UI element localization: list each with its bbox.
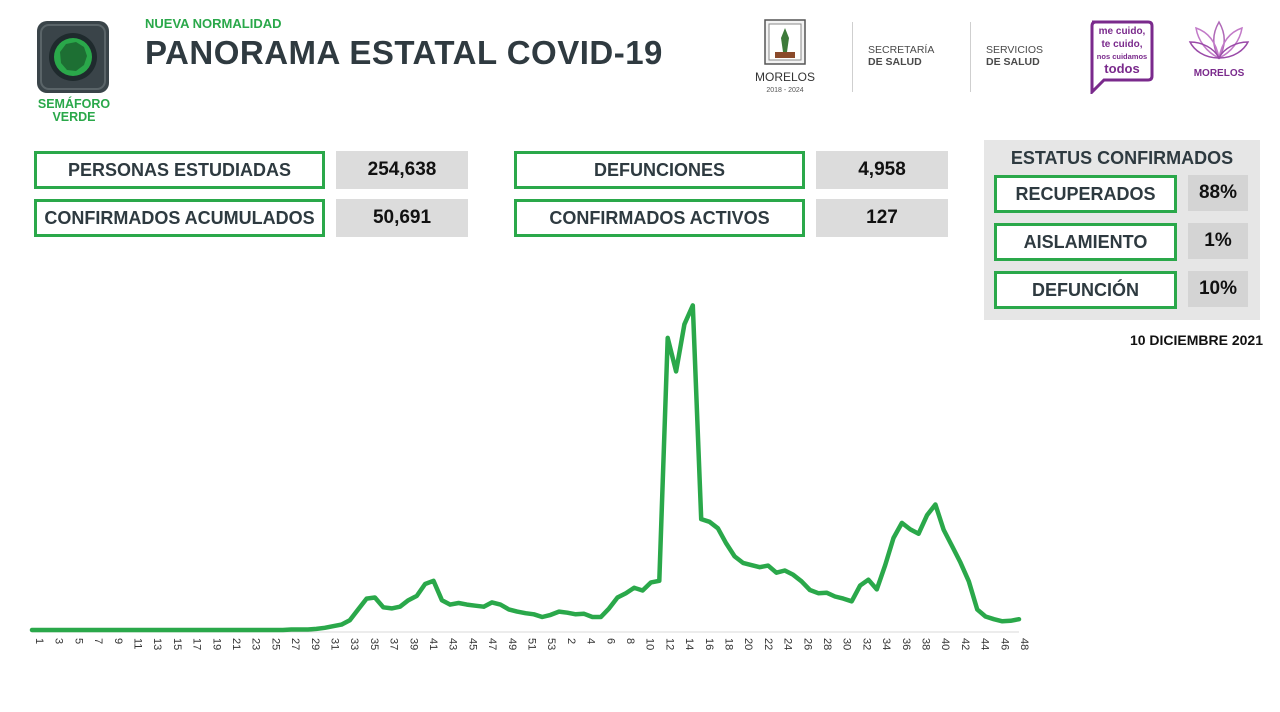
personas-estudiadas-label: PERSONAS ESTUDIADAS	[34, 151, 325, 189]
personas-estudiadas-value: 254,638	[336, 151, 468, 189]
x-tick-label: 7	[92, 638, 104, 644]
x-tick-label: 47	[486, 638, 498, 650]
x-tick-label: 16	[703, 638, 715, 650]
x-tick-label: 40	[939, 638, 951, 650]
x-tick-label: 1	[33, 638, 45, 644]
servicios-logo: SERVICIOS DE SALUD	[986, 44, 1043, 68]
x-tick-label: 23	[250, 638, 262, 650]
servicios-line2: DE SALUD	[986, 56, 1040, 68]
x-tick-label: 3	[53, 638, 65, 644]
x-tick-label: 35	[368, 638, 380, 650]
aislamiento-value: 1%	[1188, 223, 1248, 259]
lotus-icon	[1188, 20, 1250, 60]
aislamiento-label: AISLAMIENTO	[994, 223, 1177, 261]
defunciones-value: 4,958	[816, 151, 948, 189]
x-tick-label: 8	[624, 638, 636, 644]
x-tick-label: 26	[801, 638, 813, 650]
recuperados-value: 88%	[1188, 175, 1248, 211]
logo-divider	[852, 22, 853, 92]
defuncion-value: 10%	[1188, 271, 1248, 307]
x-tick-label: 13	[151, 638, 163, 650]
confirmados-activos-value: 127	[816, 199, 948, 237]
semaforo-label-line1: SEMÁFORO	[37, 97, 111, 111]
secretaria-line2: DE SALUD	[868, 56, 922, 68]
x-tick-label: 49	[506, 638, 518, 650]
x-tick-label: 11	[132, 638, 144, 649]
campaign-line2: te cuido,	[1101, 39, 1143, 50]
x-tick-label: 34	[880, 638, 892, 650]
x-tick-label: 5	[72, 638, 84, 644]
x-tick-label: 41	[427, 638, 439, 650]
x-tick-label: 30	[841, 638, 853, 650]
semaforo-label-line2: VERDE	[52, 110, 96, 124]
x-tick-label: 19	[210, 638, 222, 650]
page-subtitle: NUEVA NORMALIDAD	[145, 16, 282, 31]
x-tick-label: 14	[683, 638, 695, 650]
x-tick-label: 33	[348, 638, 360, 650]
cases-line-chart: 1 3 5 7 9 11 13 15 17 19 21 23 25 27 29 31 33 35 37 39 41 43 4…	[29, 303, 1030, 650]
confirmados-activos-label: CONFIRMADOS ACTIVOS	[514, 199, 805, 237]
morelos-logo: MORELOS 2018 - 2024	[750, 18, 820, 98]
x-tick-label: 29	[309, 638, 321, 650]
x-tick-label: 6	[604, 638, 616, 644]
x-tick-label: 46	[998, 638, 1010, 650]
x-tick-label: 48	[1018, 638, 1030, 650]
x-tick-label: 27	[289, 638, 301, 650]
x-tick-label: 24	[782, 638, 794, 650]
x-tick-label: 53	[545, 638, 557, 650]
confirmados-acumulados-value: 50,691	[336, 199, 468, 237]
page-title: PANORAMA ESTATAL COVID-19	[145, 34, 663, 71]
x-tick-label: 32	[860, 638, 872, 650]
x-tick-label: 44	[979, 638, 991, 650]
x-tick-label: 12	[663, 638, 675, 650]
x-tick-label: 43	[447, 638, 459, 650]
x-tick-label: 51	[526, 638, 538, 650]
secretaria-line1: SECRETARÍA	[868, 44, 935, 56]
x-tick-label: 18	[723, 638, 735, 650]
morelos-name: MORELOS	[754, 70, 815, 84]
x-tick-label: 21	[230, 638, 242, 650]
x-tick-label: 28	[821, 638, 833, 650]
report-date: 10 DICIEMBRE 2021	[1129, 332, 1263, 348]
campaign-line4: todos	[1104, 61, 1140, 76]
campaign-line1: me cuido,	[1098, 26, 1146, 37]
x-tick-label: 2	[565, 638, 577, 644]
x-tick-label: 39	[407, 638, 419, 650]
campaign-line3: nos cuidamos	[1096, 52, 1148, 61]
x-tick-label: 22	[762, 638, 774, 650]
confirmados-acumulados-label: CONFIRMADOS ACUMULADOS	[34, 199, 325, 237]
recuperados-label: RECUPERADOS	[994, 175, 1177, 213]
x-tick-label: 38	[920, 638, 932, 650]
series-line	[29, 303, 1022, 633]
defuncion-label: DEFUNCIÓN	[994, 271, 1177, 309]
gov-logo-name: MORELOS	[1193, 68, 1245, 79]
x-tick-label: 45	[466, 638, 478, 650]
x-tick-label: 15	[171, 638, 183, 650]
morelos-shield-icon	[764, 19, 806, 65]
semaforo-icon	[37, 21, 109, 93]
x-tick-label: 4	[585, 638, 597, 644]
gobierno-morelos-logo: MORELOS	[1186, 16, 1252, 92]
logo-divider	[970, 22, 971, 92]
x-tick-label: 9	[112, 638, 124, 644]
speech-bubble-icon	[1090, 20, 1154, 94]
defunciones-label: DEFUNCIONES	[514, 151, 805, 189]
x-axis-ticks: 1 3 5 7 9 11 13 15 17 19 21 23 25 27 29 31 33 35 37 39 41 43 4…	[33, 638, 1030, 650]
x-tick-label: 42	[959, 638, 971, 650]
x-tick-label: 17	[191, 638, 203, 650]
morelos-years: 2018 - 2024	[766, 87, 804, 94]
x-tick-label: 37	[388, 638, 400, 650]
x-tick-label: 25	[269, 638, 281, 650]
series-group	[29, 303, 1022, 633]
x-tick-label: 36	[900, 638, 912, 650]
x-tick-label: 10	[644, 638, 656, 650]
secretaria-logo: SECRETARÍA DE SALUD	[868, 44, 934, 68]
campaign-logo: me cuido, te cuido, nos cuidamos todos	[1086, 18, 1154, 94]
status-panel-title: ESTATUS CONFIRMADOS	[1010, 148, 1234, 168]
semaforo-label: SEMÁFORO VERDE	[26, 98, 122, 124]
x-tick-label: 20	[742, 638, 754, 650]
x-tick-label: 31	[329, 638, 341, 650]
servicios-line1: SERVICIOS	[986, 44, 1043, 56]
